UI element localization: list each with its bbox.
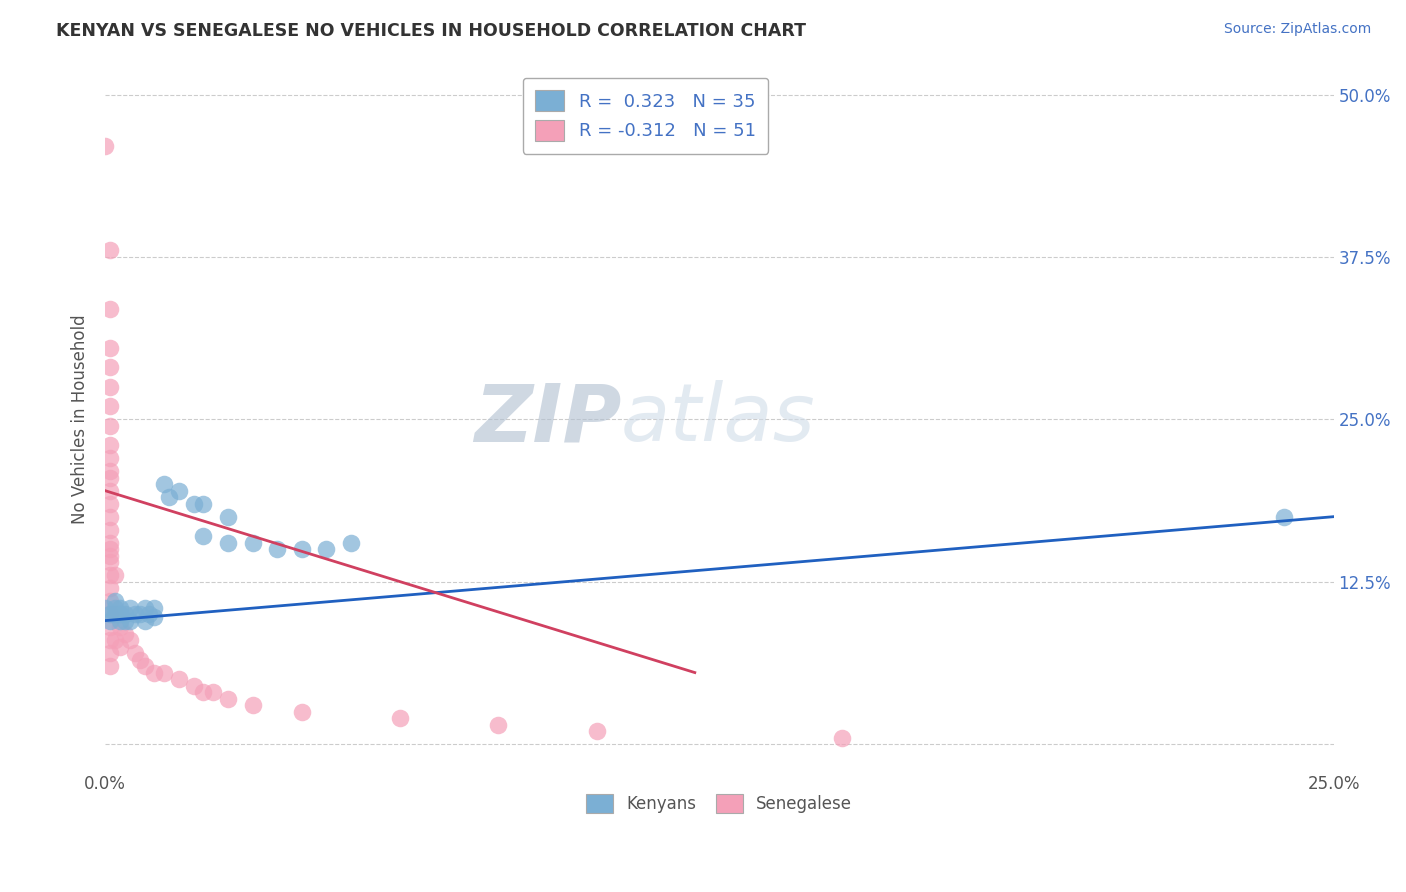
Point xyxy=(134,659,156,673)
Point xyxy=(183,679,205,693)
Point xyxy=(138,607,160,621)
Point xyxy=(134,600,156,615)
Point xyxy=(98,535,121,549)
Point xyxy=(98,523,121,537)
Point xyxy=(94,139,117,153)
Point xyxy=(340,535,363,549)
Point xyxy=(104,600,127,615)
Point xyxy=(98,633,121,648)
Point xyxy=(98,614,121,628)
Point xyxy=(124,607,146,621)
Y-axis label: No Vehicles in Household: No Vehicles in Household xyxy=(72,315,89,524)
Point xyxy=(104,607,127,621)
Point xyxy=(1274,509,1296,524)
Point xyxy=(98,418,121,433)
Point xyxy=(98,451,121,466)
Point xyxy=(143,600,166,615)
Point xyxy=(183,497,205,511)
Point xyxy=(242,698,264,712)
Point xyxy=(98,646,121,660)
Point xyxy=(98,555,121,569)
Point xyxy=(143,665,166,680)
Point xyxy=(486,717,509,731)
Point xyxy=(98,542,121,557)
Point xyxy=(98,620,121,634)
Point xyxy=(315,542,337,557)
Point xyxy=(114,626,136,640)
Point xyxy=(104,633,127,648)
Point xyxy=(98,594,121,608)
Point xyxy=(98,607,121,621)
Legend: Kenyans, Senegalese: Kenyans, Senegalese xyxy=(575,782,865,825)
Point xyxy=(98,607,121,621)
Point xyxy=(98,244,121,258)
Point xyxy=(157,490,180,504)
Point xyxy=(98,438,121,452)
Point xyxy=(108,620,131,634)
Point xyxy=(118,633,141,648)
Point xyxy=(134,614,156,628)
Point xyxy=(94,600,117,615)
Point xyxy=(98,471,121,485)
Point xyxy=(242,535,264,549)
Point xyxy=(193,529,215,543)
Point xyxy=(266,542,288,557)
Point xyxy=(167,672,190,686)
Point xyxy=(118,600,141,615)
Point xyxy=(98,483,121,498)
Point xyxy=(98,549,121,563)
Point xyxy=(202,685,225,699)
Point xyxy=(98,464,121,478)
Point xyxy=(831,731,853,745)
Point xyxy=(104,594,127,608)
Point xyxy=(128,607,150,621)
Point xyxy=(143,609,166,624)
Text: ZIP: ZIP xyxy=(474,380,621,458)
Point xyxy=(585,724,607,739)
Point xyxy=(98,581,121,595)
Point xyxy=(124,646,146,660)
Point xyxy=(104,607,127,621)
Point xyxy=(193,497,215,511)
Point xyxy=(217,509,239,524)
Text: atlas: atlas xyxy=(621,380,815,458)
Point xyxy=(193,685,215,699)
Point xyxy=(118,614,141,628)
Point xyxy=(98,568,121,582)
Point xyxy=(98,497,121,511)
Point xyxy=(98,360,121,375)
Point xyxy=(108,607,131,621)
Point xyxy=(108,640,131,654)
Point xyxy=(291,542,314,557)
Point xyxy=(98,341,121,355)
Point xyxy=(217,691,239,706)
Point xyxy=(114,614,136,628)
Point xyxy=(388,711,411,725)
Point xyxy=(153,477,176,491)
Point xyxy=(98,399,121,413)
Text: KENYAN VS SENEGALESE NO VEHICLES IN HOUSEHOLD CORRELATION CHART: KENYAN VS SENEGALESE NO VEHICLES IN HOUS… xyxy=(56,22,806,40)
Point xyxy=(108,600,131,615)
Point xyxy=(104,568,127,582)
Point xyxy=(98,301,121,316)
Point xyxy=(108,614,131,628)
Text: Source: ZipAtlas.com: Source: ZipAtlas.com xyxy=(1223,22,1371,37)
Point xyxy=(98,659,121,673)
Point xyxy=(153,665,176,680)
Point xyxy=(291,705,314,719)
Point xyxy=(128,652,150,666)
Point xyxy=(114,607,136,621)
Point xyxy=(217,535,239,549)
Point xyxy=(98,380,121,394)
Point xyxy=(98,509,121,524)
Point xyxy=(167,483,190,498)
